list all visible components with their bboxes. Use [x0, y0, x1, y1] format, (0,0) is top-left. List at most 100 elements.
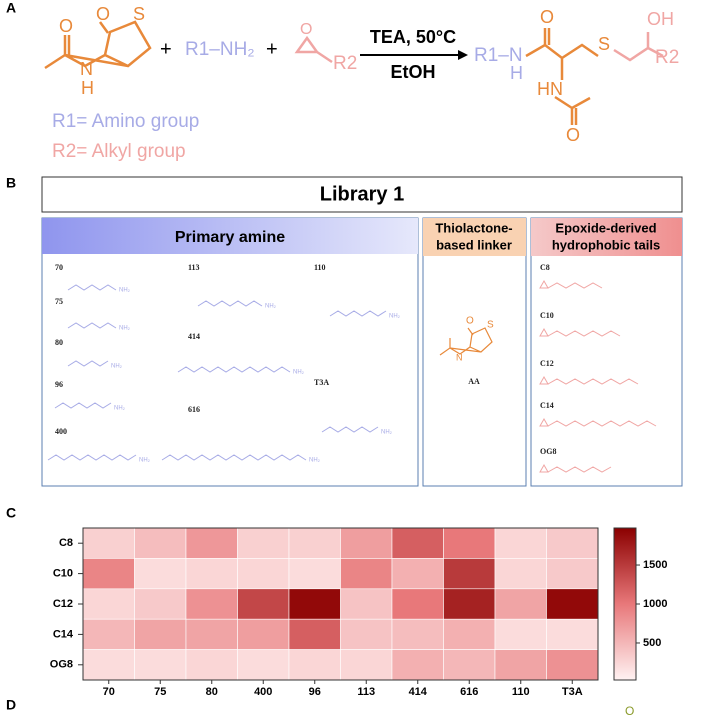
amine-label: 96	[55, 380, 63, 389]
atom: OH	[647, 9, 674, 29]
atom: O	[540, 7, 554, 27]
atom: O	[625, 704, 634, 718]
atom: NH₂	[139, 458, 151, 464]
linker-label: AA	[468, 377, 480, 386]
amine-label: 400	[55, 427, 67, 436]
heatmap-cell	[340, 649, 393, 681]
x-tick-label: 96	[309, 686, 321, 698]
tail-label: C8	[540, 263, 550, 272]
y-tick-label: C14	[53, 628, 74, 640]
heatmap-cell	[546, 558, 599, 590]
x-tick-label: 414	[409, 686, 428, 698]
heatmap-cell	[288, 649, 341, 681]
atom: N	[80, 59, 93, 79]
heatmap-cell	[340, 527, 393, 559]
heatmap-cell	[391, 558, 444, 590]
structure-bond	[67, 284, 117, 291]
y-tick-label: OG8	[50, 659, 73, 671]
tail-box	[530, 217, 683, 487]
structure-bond	[197, 300, 263, 307]
plus: +	[266, 38, 278, 60]
product-structure: R1–N H O S HN O OH R2	[474, 7, 679, 145]
structure-bond	[547, 330, 621, 337]
linker-header	[423, 218, 526, 256]
solvent: EtOH	[391, 62, 436, 82]
amine-reagent: R1–NH₂	[185, 39, 255, 60]
heatmap-cell	[82, 588, 135, 620]
atom: S	[598, 34, 610, 54]
epoxide-ring	[539, 279, 549, 289]
x-tick-label: 110	[512, 686, 530, 698]
amine-label: 70	[55, 263, 63, 272]
atom: NH₂	[114, 406, 126, 412]
atom: O	[466, 316, 474, 327]
panel-label: B	[6, 175, 16, 191]
atom: O	[96, 4, 110, 24]
heatmap-cell	[237, 588, 290, 620]
amine-label: 80	[55, 338, 63, 347]
structure-bond	[67, 322, 117, 329]
tail-label: OG8	[540, 447, 556, 456]
heatmap-cell	[185, 588, 238, 620]
heatmap-cell	[82, 558, 135, 590]
colorbar-tick-label: 500	[643, 637, 661, 649]
amine-box	[41, 217, 419, 487]
atom: O	[566, 125, 580, 145]
heatmap-cell	[443, 649, 496, 681]
structure-bond	[547, 378, 639, 385]
atom: NH₂	[119, 326, 131, 332]
heatmap-cell	[82, 527, 135, 559]
tail-header	[531, 218, 682, 256]
linker-box	[422, 217, 527, 487]
atom: H	[510, 63, 523, 83]
structure-bond	[329, 310, 387, 317]
atom: O	[300, 21, 312, 38]
structure-bond	[547, 466, 612, 473]
heatmap-cell	[443, 558, 496, 590]
atom: NH₂	[265, 304, 277, 310]
heatmap-cell	[340, 588, 393, 620]
amine-label: 75	[55, 297, 63, 306]
colorbar	[613, 527, 637, 681]
amine-header-text: Primary amine	[175, 229, 285, 246]
heatmap-cell	[237, 618, 290, 650]
x-tick-label: 616	[460, 686, 478, 698]
structure-bond	[47, 454, 137, 461]
library-title: Library 1	[320, 183, 404, 205]
linker-header-text: Thiolactone-	[435, 220, 512, 235]
heatmap-cell	[391, 588, 444, 620]
heatmap-cell	[443, 588, 496, 620]
heatmap-cell	[134, 649, 187, 681]
epoxide-structure: O R2	[294, 21, 357, 74]
r2-label: R2	[333, 53, 357, 74]
heatmap-cell	[443, 618, 496, 650]
y-tick-label: C12	[53, 598, 73, 610]
r1-definition: R1= Amino group	[52, 111, 199, 132]
library-box	[41, 176, 683, 213]
tail-label: C10	[540, 311, 554, 320]
product-r1: R1–N	[474, 45, 523, 66]
amine-label: T3A	[314, 378, 329, 387]
epoxide-ring	[539, 375, 549, 385]
structure-bond	[54, 402, 112, 409]
heatmap-cell	[494, 649, 547, 681]
heatmap-cell	[391, 618, 444, 650]
heatmap-cell	[185, 527, 238, 559]
tail-header-text: Epoxide-derived	[555, 220, 656, 235]
panel-label: D	[6, 697, 16, 713]
heatmap-cell	[185, 558, 238, 590]
structure-bond	[547, 282, 603, 289]
heatmap-cell	[288, 588, 341, 620]
heatmap-cell	[185, 618, 238, 650]
x-tick-label: 113	[357, 686, 375, 698]
atom: NH₂	[293, 370, 305, 376]
heatmap-cell	[288, 618, 341, 650]
epoxide-ring	[539, 417, 549, 427]
heatmap-cell	[237, 558, 290, 590]
x-tick-label: 400	[254, 686, 272, 698]
atom: HN	[537, 79, 563, 99]
heatmap-cell	[237, 649, 290, 681]
panel-label: C	[6, 505, 16, 521]
y-tick-label: C8	[59, 537, 73, 549]
